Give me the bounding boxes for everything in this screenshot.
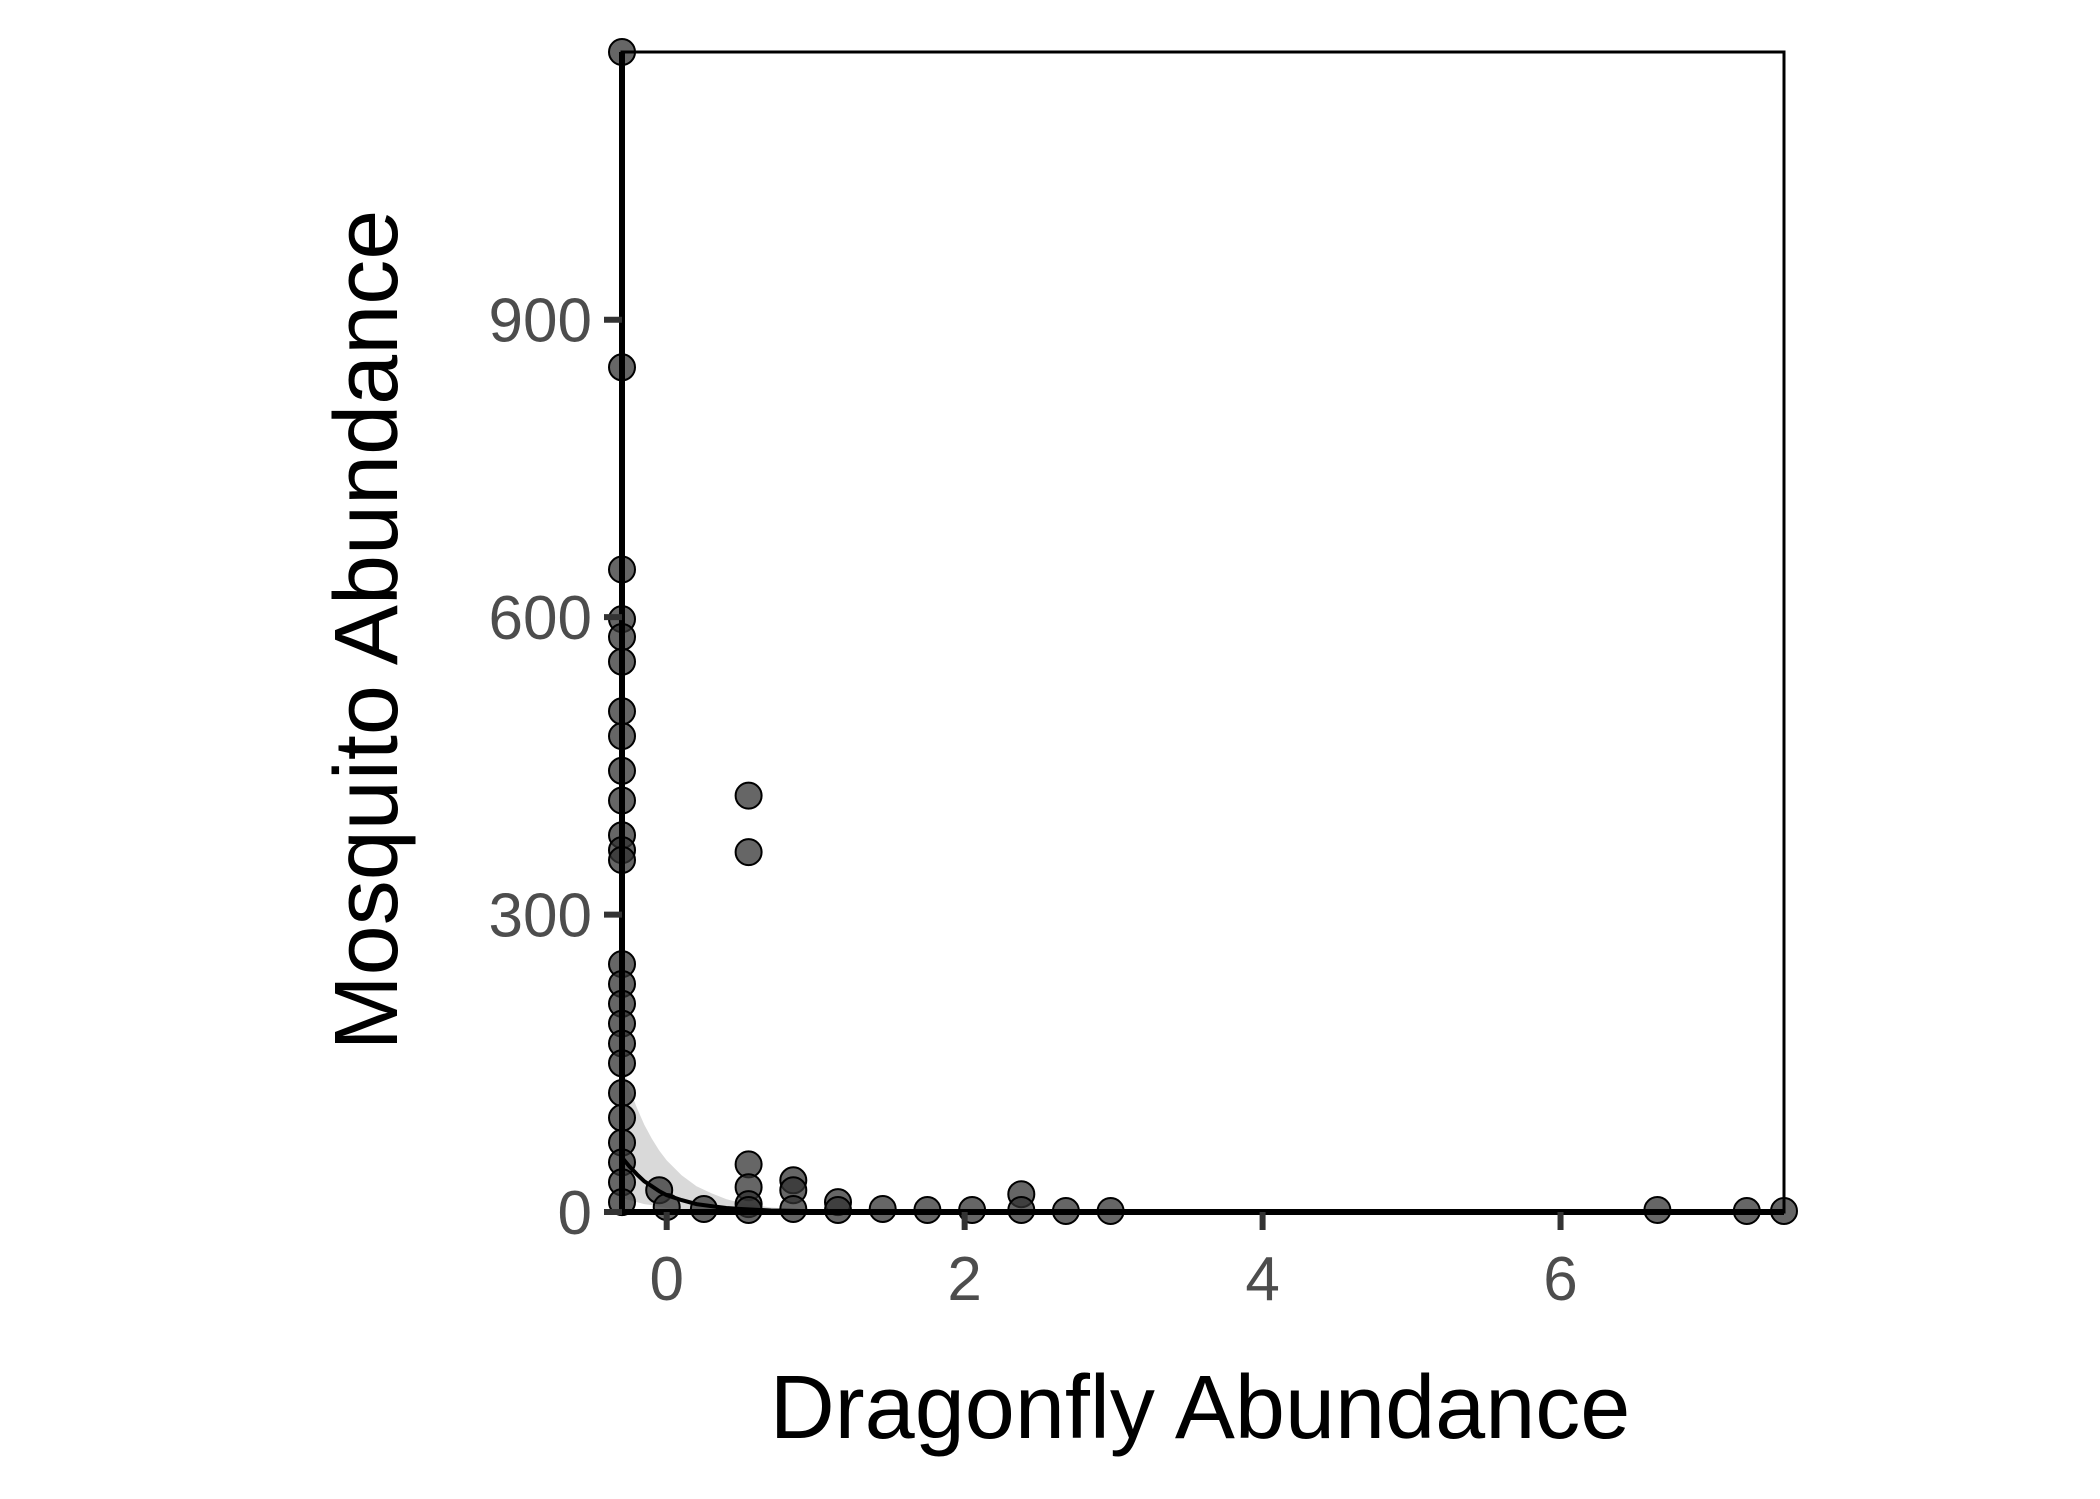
x-tick-label: 6 bbox=[1543, 1245, 1577, 1314]
data-point bbox=[734, 838, 763, 867]
y-tick-label: 0 bbox=[558, 1179, 592, 1248]
axes-layer bbox=[619, 50, 1786, 1215]
y-axis-title: Mosquito Abundance bbox=[317, 210, 417, 1051]
x-tick-label: 4 bbox=[1245, 1245, 1279, 1314]
data-points-layer bbox=[608, 38, 1798, 1225]
x-tick-label: 2 bbox=[947, 1245, 981, 1314]
y-tick-label: 300 bbox=[489, 882, 592, 951]
data-point bbox=[734, 781, 763, 810]
panel-border bbox=[620, 50, 1786, 1214]
x-tick-label: 0 bbox=[649, 1245, 683, 1314]
x-axis-title: Dragonfly Abundance bbox=[770, 1358, 1631, 1458]
ticks-layer: 0 2 4 6 0 300 600 900 bbox=[489, 287, 1578, 1314]
y-tick-label: 600 bbox=[489, 584, 592, 653]
y-tick-label: 900 bbox=[489, 287, 592, 356]
